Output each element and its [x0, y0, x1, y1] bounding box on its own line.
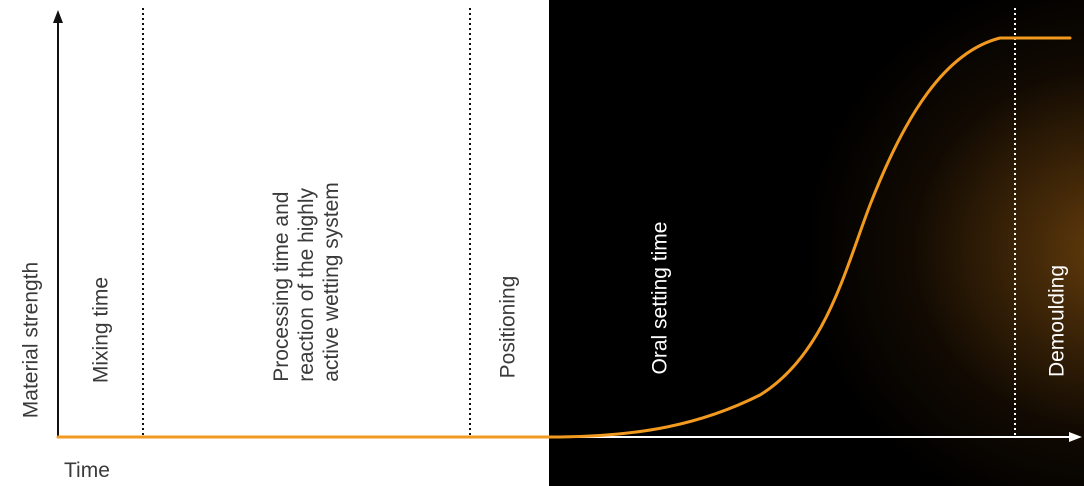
phase-label-oral-setting-time: Oral setting time [648, 221, 672, 375]
phase-label-demoulding: Demoulding [1045, 264, 1069, 378]
x-axis-label: Time [64, 459, 110, 482]
y-axis-arrowhead [53, 10, 63, 23]
phase-label-mixing-time: Mixing time [89, 276, 113, 384]
x-axis-arrowhead [1069, 432, 1082, 442]
phase-label-positioning: Positioning [496, 275, 520, 379]
strength-curve [56, 36, 1072, 439]
y-axis-label: Material strength [19, 261, 43, 419]
dark-background-panel [549, 0, 1084, 486]
phase-label-processing-time: Processing time and reaction of the high… [270, 182, 344, 382]
